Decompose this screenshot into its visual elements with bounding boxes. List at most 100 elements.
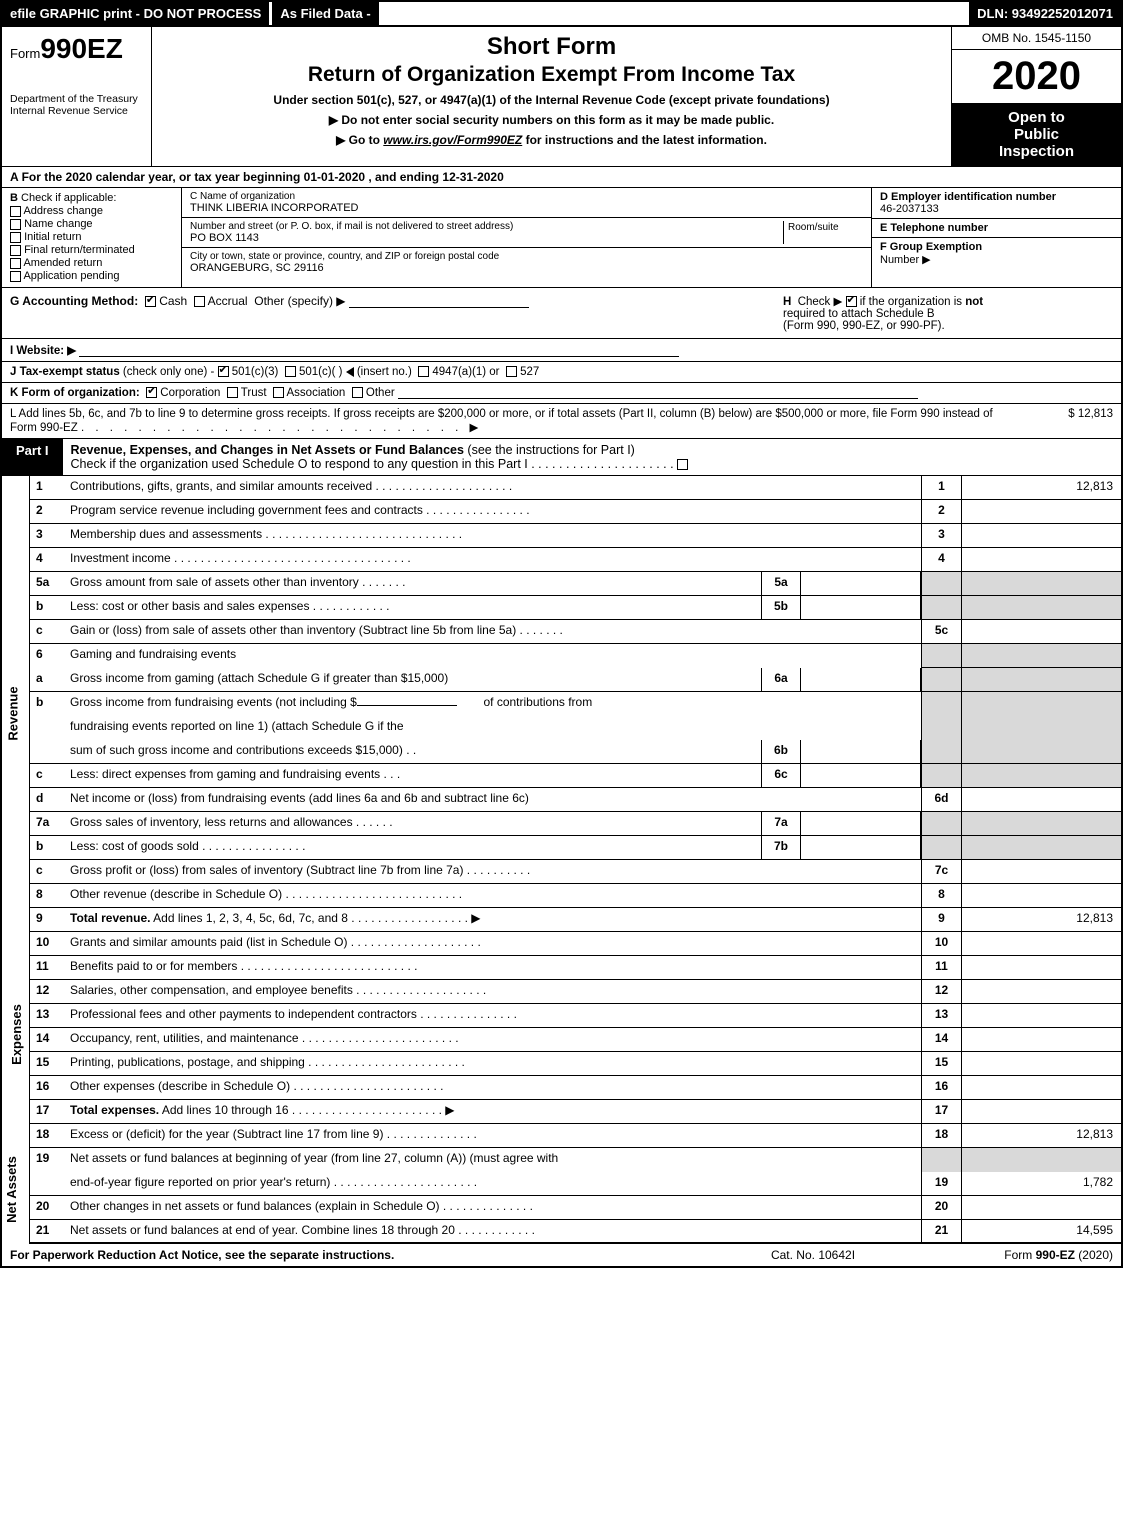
form-page: efile GRAPHIC print - DO NOT PROCESS As … xyxy=(0,0,1123,1268)
header-left: Form990EZ Department of the Treasury Int… xyxy=(2,27,152,166)
topbar-dln: DLN: 93492252012071 xyxy=(969,2,1121,25)
open1: Open to xyxy=(956,109,1117,126)
row-4: 4 Investment income . . . . . . . . . . … xyxy=(30,548,1121,572)
row-7b: b Less: cost of goods sold . . . . . . .… xyxy=(30,836,1121,860)
row-6d: d Net income or (loss) from fundraising … xyxy=(30,788,1121,812)
line-j: J Tax-exempt status (check only one) - 5… xyxy=(2,362,1121,383)
box-f: F Group Exemption Number ▶ xyxy=(872,238,1121,287)
netassets-section: Net Assets 18 Excess or (deficit) for th… xyxy=(2,1124,1121,1244)
city: ORANGEBURG, SC 29116 xyxy=(190,262,863,274)
line-gh: G Accounting Method: Cash Accrual Other … xyxy=(2,288,1121,339)
box-d: D Employer identification number 46-2037… xyxy=(872,188,1121,219)
header-center: Short Form Return of Organization Exempt… xyxy=(152,27,951,166)
box-f-label: F Group Exemption xyxy=(880,241,982,253)
insert-arrow xyxy=(346,367,354,377)
ein: 46-2037133 xyxy=(880,203,1113,215)
topbar-gap xyxy=(382,2,969,25)
chk-address[interactable]: Address change xyxy=(10,205,173,217)
expenses-section: Expenses 10 Grants and similar amounts p… xyxy=(2,932,1121,1124)
line-l-text: L Add lines 5b, 6c, and 7b to line 9 to … xyxy=(10,408,1013,434)
chk-trust[interactable] xyxy=(227,387,238,398)
footer-right: Form 990-EZ (2020) xyxy=(913,1248,1113,1262)
instr-goto-post: for instructions and the latest informat… xyxy=(522,133,767,147)
part1-tag: Part I xyxy=(2,439,63,475)
addr-cell: Number and street (or P. O. box, if mail… xyxy=(182,218,871,248)
g-label: G Accounting Method: xyxy=(10,294,138,308)
omb-number: OMB No. 1545-1150 xyxy=(952,27,1121,50)
row-7c: c Gross profit or (loss) from sales of i… xyxy=(30,860,1121,884)
line-g: G Accounting Method: Cash Accrual Other … xyxy=(10,294,783,332)
row-1: 1 Contributions, gifts, grants, and simi… xyxy=(30,476,1121,500)
chk-name[interactable]: Name change xyxy=(10,218,173,230)
chk-assoc[interactable] xyxy=(273,387,284,398)
chk-501c[interactable] xyxy=(285,366,296,377)
subtitle: Under section 501(c), 527, or 4947(a)(1)… xyxy=(162,93,941,107)
section-bcdef: B Check if applicable: Address change Na… xyxy=(2,188,1121,288)
chk-accrual[interactable] xyxy=(194,296,205,307)
line-h: H Check ▶ if the organization is not req… xyxy=(783,294,1113,332)
box-b-label: Check if applicable: xyxy=(21,192,116,204)
row-6b-1: b Gross income from fundraising events (… xyxy=(30,692,1121,716)
footer-cat: Cat. No. 10642I xyxy=(713,1248,913,1262)
box-f-label2: Number ▶ xyxy=(880,253,1113,266)
row-13: 13 Professional fees and other payments … xyxy=(30,1004,1121,1028)
chk-amended[interactable]: Amended return xyxy=(10,257,173,269)
side-revenue: Revenue xyxy=(2,476,30,932)
row-15: 15 Printing, publications, postage, and … xyxy=(30,1052,1121,1076)
other-org-blank[interactable] xyxy=(398,387,918,399)
open-public: Open to Public Inspection xyxy=(952,103,1121,166)
box-e: E Telephone number xyxy=(872,219,1121,238)
topbar: efile GRAPHIC print - DO NOT PROCESS As … xyxy=(2,2,1121,27)
box-b: B Check if applicable: Address change Na… xyxy=(2,188,182,287)
chk-527[interactable] xyxy=(506,366,517,377)
chk-4947[interactable] xyxy=(418,366,429,377)
side-expenses: Expenses xyxy=(2,932,30,1124)
box-e-label: E Telephone number xyxy=(880,222,988,234)
chk-initial[interactable]: Initial return xyxy=(10,231,173,243)
row-6b-2: fundraising events reported on line 1) (… xyxy=(30,716,1121,740)
row-7a: 7a Gross sales of inventory, less return… xyxy=(30,812,1121,836)
chk-h[interactable] xyxy=(846,296,857,307)
row-14: 14 Occupancy, rent, utilities, and maint… xyxy=(30,1028,1121,1052)
row-2: 2 Program service revenue including gove… xyxy=(30,500,1121,524)
topbar-asfiled: As Filed Data - xyxy=(269,2,381,25)
row-21: 21 Net assets or fund balances at end of… xyxy=(30,1220,1121,1244)
row-9: 9 Total revenue. Add lines 1, 2, 3, 4, 5… xyxy=(30,908,1121,932)
instr-ssn: ▶ Do not enter social security numbers o… xyxy=(162,113,941,127)
dept-treasury: Department of the Treasury xyxy=(10,93,143,105)
box-c: C Name of organization THINK LIBERIA INC… xyxy=(182,188,871,287)
line-i: I Website: ▶ xyxy=(2,339,1121,362)
room-label: Room/suite xyxy=(788,222,839,233)
footer: For Paperwork Reduction Act Notice, see … xyxy=(2,1244,1121,1266)
other-blank[interactable] xyxy=(349,296,529,308)
chk-corp[interactable] xyxy=(146,387,157,398)
line-l-value: $ 12,813 xyxy=(1013,408,1113,434)
org-name-cell: C Name of organization THINK LIBERIA INC… xyxy=(182,188,871,218)
chk-pending[interactable]: Application pending xyxy=(10,270,173,282)
form-990ez: 990EZ xyxy=(40,33,123,64)
row-3: 3 Membership dues and assessments . . . … xyxy=(30,524,1121,548)
row-12: 12 Salaries, other compensation, and emp… xyxy=(30,980,1121,1004)
part1-title: Revenue, Expenses, and Changes in Net As… xyxy=(63,439,1121,475)
chk-cash[interactable] xyxy=(145,296,156,307)
city-label: City or town, state or province, country… xyxy=(190,251,863,262)
website-blank[interactable] xyxy=(79,345,679,357)
chk-final[interactable]: Final return/terminated xyxy=(10,244,173,256)
line-k: K Form of organization: Corporation Trus… xyxy=(2,383,1121,404)
box-d-label: D Employer identification number xyxy=(880,191,1056,203)
chk-other-org[interactable] xyxy=(352,387,363,398)
form-number: Form990EZ xyxy=(10,33,143,65)
row-6c: c Less: direct expenses from gaming and … xyxy=(30,764,1121,788)
topbar-efile: efile GRAPHIC print - DO NOT PROCESS xyxy=(2,2,269,25)
addr: PO BOX 1143 xyxy=(190,232,783,244)
part1-chk[interactable] xyxy=(677,459,688,470)
addr-label: Number and street (or P. O. box, if mail… xyxy=(190,221,783,232)
row-6b-3: sum of such gross income and contributio… xyxy=(30,740,1121,764)
line-a: A For the 2020 calendar year, or tax yea… xyxy=(2,167,1121,188)
open3: Inspection xyxy=(956,143,1117,160)
row-19-1: 19 Net assets or fund balances at beginn… xyxy=(30,1148,1121,1172)
chk-501c3[interactable] xyxy=(218,366,229,377)
box-def: D Employer identification number 46-2037… xyxy=(871,188,1121,287)
instr-goto-link[interactable]: www.irs.gov/Form990EZ xyxy=(383,133,522,147)
main-title: Return of Organization Exempt From Incom… xyxy=(162,63,941,87)
